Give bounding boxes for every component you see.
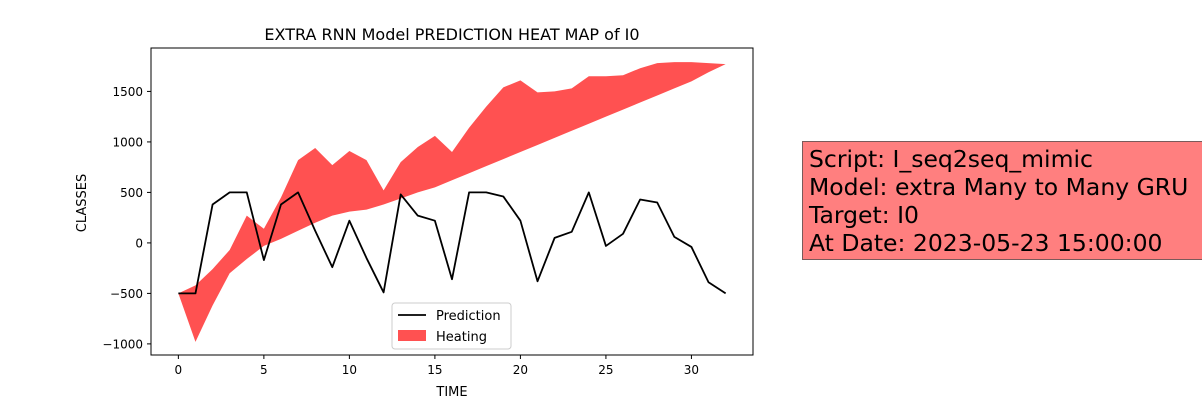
y-tick-label: 1500 — [112, 85, 143, 99]
info-model: Model: extra Many to Many GRU — [809, 173, 1189, 201]
x-tick-label: 30 — [684, 363, 699, 377]
plot-area — [178, 62, 727, 342]
legend-prediction-label: Prediction — [436, 309, 501, 324]
y-axis-label: CLASSES — [75, 174, 90, 232]
y-axis: −1000 −500 0 500 1000 1500 — [102, 85, 151, 351]
y-tick-label: 500 — [120, 186, 143, 200]
plot-frame — [150, 47, 754, 356]
x-tick-label: 25 — [598, 363, 613, 377]
legend-heating-label: Heating — [436, 330, 487, 345]
info-date: At Date: 2023-05-23 15:00:00 — [809, 229, 1163, 257]
y-tick-label: −1000 — [102, 337, 143, 351]
x-tick-label: 15 — [427, 363, 442, 377]
x-axis: 0 5 10 15 20 25 30 — [175, 355, 699, 377]
x-axis-label: TIME — [435, 385, 467, 400]
info-script: Script: I_seq2seq_mimic — [809, 145, 1093, 173]
info-box: Script: I_seq2seq_mimic Model: extra Man… — [802, 141, 1202, 260]
y-tick-label: 1000 — [112, 135, 143, 149]
y-tick-label: −500 — [110, 287, 143, 301]
x-tick-label: 0 — [175, 363, 183, 377]
x-tick-label: 10 — [342, 363, 357, 377]
heating-area — [178, 62, 726, 342]
x-tick-label: 20 — [513, 363, 528, 377]
legend-heating-swatch — [398, 330, 426, 341]
info-target: Target: I0 — [809, 201, 919, 229]
legend: Prediction Heating — [391, 302, 512, 350]
chart-title: EXTRA RNN Model PREDICTION HEAT MAP of I… — [264, 25, 639, 44]
y-tick-label: 0 — [135, 236, 143, 250]
x-tick-label: 5 — [260, 363, 268, 377]
prediction-line — [178, 191, 727, 295]
